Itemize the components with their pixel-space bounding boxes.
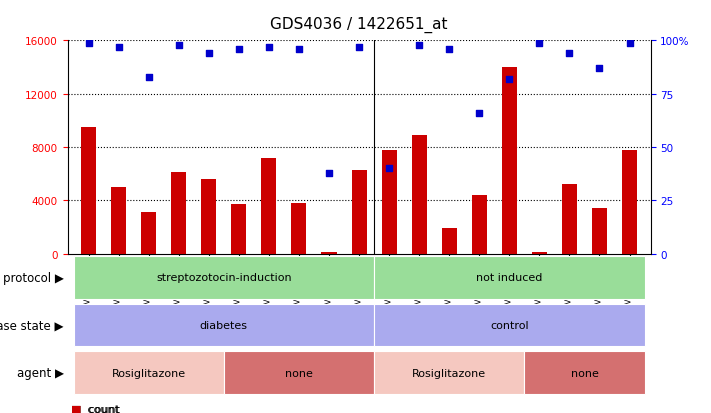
Text: count: count: [84, 404, 119, 413]
Point: [263, 44, 274, 51]
Text: none: none: [570, 368, 599, 378]
Point: [173, 42, 184, 49]
Bar: [592, 209, 607, 254]
Point: [474, 110, 485, 117]
Text: not induced: not induced: [476, 273, 542, 283]
Point: [564, 51, 575, 57]
Point: [534, 40, 545, 47]
Bar: [321, 252, 336, 254]
Point: [353, 44, 365, 51]
Text: Rosiglitazone: Rosiglitazone: [412, 368, 486, 378]
Bar: [111, 188, 126, 254]
Bar: [502, 68, 517, 254]
Text: GDS4036 / 1422651_at: GDS4036 / 1422651_at: [270, 17, 448, 33]
Bar: [562, 185, 577, 254]
Bar: [374, 256, 645, 299]
Bar: [141, 213, 156, 254]
Bar: [73, 351, 224, 394]
Text: agent ▶: agent ▶: [17, 366, 64, 379]
Point: [233, 47, 245, 53]
Bar: [622, 150, 637, 254]
Text: none: none: [285, 368, 313, 378]
Bar: [524, 351, 645, 394]
Bar: [262, 158, 277, 254]
Point: [83, 40, 95, 47]
Bar: [201, 180, 216, 254]
Bar: [412, 136, 427, 254]
Point: [293, 47, 304, 53]
Bar: [292, 204, 306, 254]
Point: [444, 47, 455, 53]
Point: [203, 51, 215, 57]
Bar: [382, 150, 397, 254]
Bar: [532, 253, 547, 254]
Point: [503, 76, 515, 83]
Text: Rosiglitazone: Rosiglitazone: [112, 368, 186, 378]
Point: [624, 40, 635, 47]
Text: diabetes: diabetes: [200, 320, 248, 330]
Point: [594, 66, 605, 72]
Text: ■  count: ■ count: [71, 404, 120, 413]
Bar: [171, 173, 186, 254]
Bar: [374, 304, 645, 347]
Bar: [224, 351, 374, 394]
Bar: [231, 205, 246, 254]
Text: control: control: [490, 320, 529, 330]
Point: [383, 166, 395, 172]
Bar: [472, 195, 487, 254]
Point: [143, 74, 154, 81]
Bar: [374, 351, 524, 394]
Point: [414, 42, 425, 49]
Bar: [81, 128, 96, 254]
Bar: [351, 170, 367, 254]
Bar: [73, 256, 374, 299]
Bar: [442, 229, 456, 254]
Text: ■: ■: [71, 404, 82, 413]
Text: protocol ▶: protocol ▶: [3, 271, 64, 284]
Point: [113, 44, 124, 51]
Text: streptozotocin-induction: streptozotocin-induction: [156, 273, 292, 283]
Text: disease state ▶: disease state ▶: [0, 319, 64, 332]
Bar: [73, 304, 374, 347]
Point: [324, 170, 335, 176]
